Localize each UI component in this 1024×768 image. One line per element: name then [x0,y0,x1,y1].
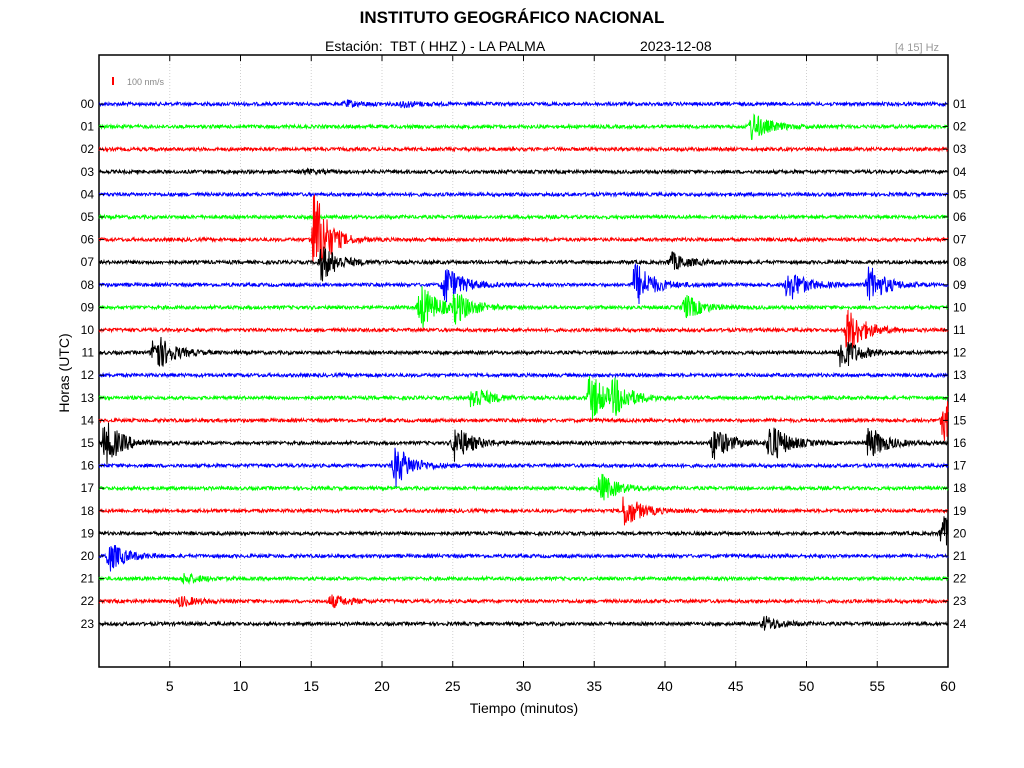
hour-label-left: 01 [81,120,95,134]
trace-hour-11 [98,336,949,368]
hour-label-right: 04 [953,165,967,179]
hour-label-right: 10 [953,300,967,314]
hour-label-left: 16 [81,459,95,473]
trace-hour-18 [98,496,949,526]
hour-label-right: 17 [953,459,967,473]
trace-hour-20 [98,545,949,572]
trace-hour-14 [98,401,949,441]
hour-label-right: 13 [953,368,967,382]
hour-label-left: 08 [81,278,95,292]
trace-hour-07 [98,246,949,282]
trace-hour-02 [98,145,949,153]
x-axis-label: Tiempo (minutos) [469,700,579,716]
x-tick-label: 10 [233,678,249,694]
hour-label-left: 04 [81,187,95,201]
trace-hour-13 [98,376,949,421]
x-tick-label: 5 [166,678,174,694]
hour-label-left: 06 [81,233,95,247]
scale-bar-mark [112,77,114,85]
x-tick-label: 20 [374,678,390,694]
hour-label-right: 16 [953,436,967,450]
hour-label-right: 15 [953,413,967,427]
hour-label-left: 20 [81,549,95,563]
hour-label-right: 20 [953,526,967,540]
trace-hour-16 [98,447,949,488]
grid-lines [169,55,878,667]
hour-label-right: 24 [953,617,967,631]
trace-hour-05 [98,213,949,221]
hour-label-right: 07 [953,233,967,247]
trace-hour-15 [98,422,949,466]
row-labels: 00 01 01 02 02 03 03 04 04 05 05 06 06 07 07 08 08 09 09 10… [81,97,967,631]
hour-label-right: 21 [953,549,967,563]
hour-label-left: 19 [81,526,95,540]
x-tick-label: 60 [940,678,956,694]
hour-label-left: 02 [81,142,95,156]
hour-label-right: 19 [953,504,967,518]
x-tick-label: 35 [586,678,602,694]
x-tick-label: 15 [303,678,319,694]
scale-bar: 100 nm/s [112,77,165,87]
hour-label-left: 22 [81,594,95,608]
hour-label-right: 22 [953,572,967,586]
hour-label-left: 21 [81,572,95,586]
hour-label-left: 05 [81,210,95,224]
trace-hour-10 [98,309,949,349]
x-tick-label: 50 [799,678,815,694]
trace-hour-03 [98,167,949,176]
hour-label-left: 12 [81,368,95,382]
trace-hour-19 [98,516,949,546]
scale-bar-label: 100 nm/s [127,77,165,87]
hour-label-right: 02 [953,120,967,134]
x-tick-label: 30 [516,678,532,694]
hour-label-right: 03 [953,142,967,156]
seismic-traces [98,99,949,631]
trace-hour-21 [98,572,949,585]
hour-label-right: 09 [953,278,967,292]
hour-label-right: 01 [953,97,967,111]
hour-label-right: 05 [953,187,967,201]
y-axis-label: Horas (UTC) [56,333,72,413]
hour-label-left: 00 [81,97,95,111]
x-axis-ticks: 5 10 15 20 25 30 35 40 45 50 55 60 [166,55,956,694]
trace-hour-08 [98,262,949,305]
trace-hour-23 [98,615,949,631]
hour-label-left: 11 [82,346,95,360]
trace-hour-22 [98,594,949,609]
x-tick-label: 40 [657,678,673,694]
trace-hour-00 [98,99,949,109]
hour-label-right: 23 [953,594,967,608]
hour-label-right: 14 [953,391,967,405]
hour-label-left: 07 [81,255,95,269]
trace-hour-17 [98,473,949,501]
trace-hour-12 [98,371,949,379]
trace-hour-09 [98,286,949,328]
trace-hour-06 [98,194,949,264]
trace-hour-01 [98,113,949,141]
hour-label-left: 14 [81,413,95,427]
hour-label-right: 08 [953,255,967,269]
hour-label-right: 06 [953,210,967,224]
x-tick-label: 55 [869,678,885,694]
station-label: Estación: TBT ( HHZ ) - LA PALMA [325,38,546,54]
hour-label-right: 11 [953,323,966,337]
hour-label-left: 10 [81,323,95,337]
x-tick-label: 45 [728,678,744,694]
hour-label-right: 18 [953,481,967,495]
hour-label-left: 03 [81,165,95,179]
hour-label-left: 23 [81,617,95,631]
hour-label-left: 15 [81,436,95,450]
hour-label-left: 13 [81,391,95,405]
frequency-band-label: [4 15] Hz [895,42,940,54]
x-tick-label: 25 [445,678,461,694]
hour-label-left: 09 [81,300,95,314]
chart-title: INSTITUTO GEOGRÁFICO NACIONAL [359,8,665,27]
date-label: 2023-12-08 [640,38,712,54]
trace-hour-04 [98,190,949,198]
hour-label-left: 18 [81,504,95,518]
hour-label-left: 17 [81,481,95,495]
hour-label-right: 12 [953,346,967,360]
